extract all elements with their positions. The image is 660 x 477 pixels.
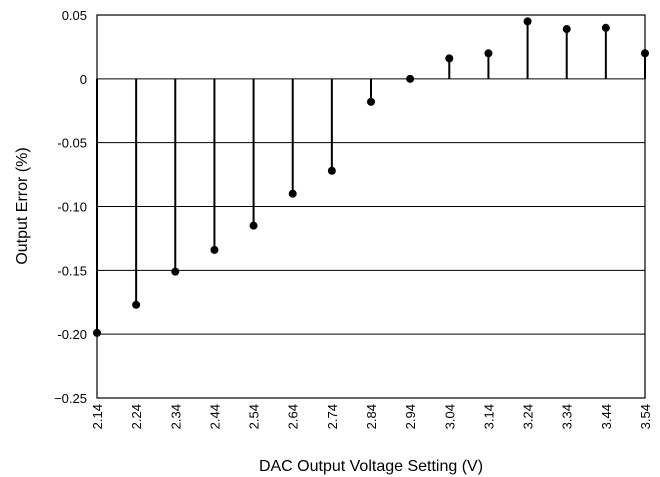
data-point bbox=[406, 74, 415, 83]
y-tick-label: -0.20 bbox=[57, 327, 87, 342]
y-tick-label: −0.25 bbox=[54, 391, 87, 406]
data-point bbox=[562, 25, 571, 34]
x-tick-label: 3.44 bbox=[599, 404, 614, 429]
x-tick-label: 3.14 bbox=[481, 404, 496, 429]
data-point bbox=[641, 49, 649, 58]
x-tick-label: 2.94 bbox=[403, 404, 418, 429]
x-tick-label: 3.24 bbox=[521, 404, 536, 429]
data-point bbox=[367, 97, 375, 106]
x-tick-label: 3.04 bbox=[442, 404, 457, 429]
x-tick-label: 2.84 bbox=[364, 404, 379, 429]
x-tick-label: 2.54 bbox=[247, 404, 262, 429]
y-tick-labels: 0.05 0 -0.05 -0.10 -0.15 -0.20 −0.25 bbox=[54, 8, 87, 406]
x-tick-label: 3.54 bbox=[638, 404, 653, 429]
data-point bbox=[288, 189, 297, 198]
y-tick-label: -0.15 bbox=[57, 263, 87, 278]
x-axis-label: DAC Output Voltage Setting (V) bbox=[259, 458, 483, 475]
data-point bbox=[601, 23, 610, 32]
x-tick-label: 2.74 bbox=[325, 404, 340, 429]
y-axis-label: Output Error (%) bbox=[14, 147, 31, 264]
stem-layer bbox=[93, 17, 649, 337]
data-point bbox=[445, 54, 454, 63]
x-tick-labels: 2.14 2.24 2.34 2.44 2.54 2.64 2.74 2.84 2.94 3.04… bbox=[90, 404, 653, 429]
x-tick-label: 3.34 bbox=[560, 404, 575, 429]
y-tick-label: -0.10 bbox=[57, 200, 87, 215]
y-tick-label: -0.05 bbox=[57, 136, 87, 151]
data-point bbox=[523, 17, 532, 26]
data-point bbox=[484, 49, 493, 58]
data-point bbox=[210, 245, 219, 254]
x-tick-label: 2.44 bbox=[207, 404, 222, 429]
x-tick-label: 2.14 bbox=[90, 404, 105, 429]
x-tick-label: 2.24 bbox=[129, 404, 144, 429]
x-tick-label: 2.64 bbox=[286, 404, 301, 429]
grid-layer bbox=[97, 14, 645, 399]
data-point bbox=[327, 166, 336, 175]
y-tick-label: 0 bbox=[80, 72, 87, 87]
data-point bbox=[249, 221, 258, 230]
y-tick-label: 0.05 bbox=[62, 8, 87, 23]
data-point bbox=[93, 328, 101, 337]
data-point bbox=[171, 267, 180, 276]
data-point bbox=[132, 300, 141, 309]
x-tick-label: 2.34 bbox=[168, 404, 183, 429]
